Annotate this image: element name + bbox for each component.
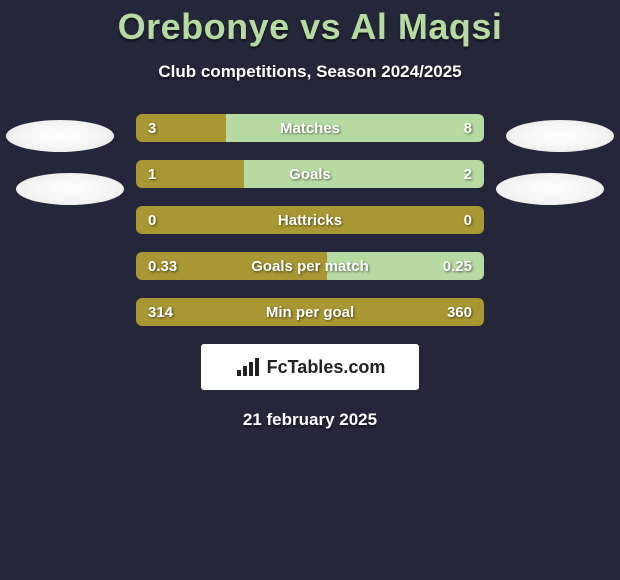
stat-fill-left bbox=[136, 206, 484, 234]
comparison-title: Orebonye vs Al Maqsi bbox=[0, 0, 620, 48]
footer-date: 21 february 2025 bbox=[0, 410, 620, 430]
stat-value-left: 1 bbox=[148, 160, 156, 188]
stat-value-right: 2 bbox=[464, 160, 472, 188]
stat-value-right: 8 bbox=[464, 114, 472, 142]
stat-row: 12Goals bbox=[136, 160, 484, 188]
stat-value-left: 0 bbox=[148, 206, 156, 234]
stat-row: 0.330.25Goals per match bbox=[136, 252, 484, 280]
stat-value-left: 0.33 bbox=[148, 252, 177, 280]
stat-row: 00Hattricks bbox=[136, 206, 484, 234]
stat-fill-right bbox=[244, 160, 484, 188]
stat-value-left: 3 bbox=[148, 114, 156, 142]
left-badge-icon-2 bbox=[16, 173, 124, 205]
stat-value-right: 0.25 bbox=[443, 252, 472, 280]
title-vs: vs bbox=[300, 6, 341, 47]
subtitle: Club competitions, Season 2024/2025 bbox=[0, 62, 620, 82]
left-badge-icon bbox=[6, 120, 114, 152]
stat-value-right: 360 bbox=[447, 298, 472, 326]
bar-chart-icon bbox=[235, 356, 261, 378]
stats-table: 38Matches12Goals00Hattricks0.330.25Goals… bbox=[136, 114, 484, 326]
stat-row: 314360Min per goal bbox=[136, 298, 484, 326]
stat-row: 38Matches bbox=[136, 114, 484, 142]
right-badge-icon bbox=[506, 120, 614, 152]
title-left-player: Orebonye bbox=[118, 6, 290, 47]
stat-fill-right bbox=[226, 114, 484, 142]
stat-value-left: 314 bbox=[148, 298, 173, 326]
brand-box: FcTables.com bbox=[201, 344, 419, 390]
brand-text: FcTables.com bbox=[267, 357, 386, 378]
title-right-player: Al Maqsi bbox=[350, 6, 502, 47]
stat-fill-left bbox=[136, 298, 484, 326]
stat-value-right: 0 bbox=[464, 206, 472, 234]
right-badge-icon-2 bbox=[496, 173, 604, 205]
